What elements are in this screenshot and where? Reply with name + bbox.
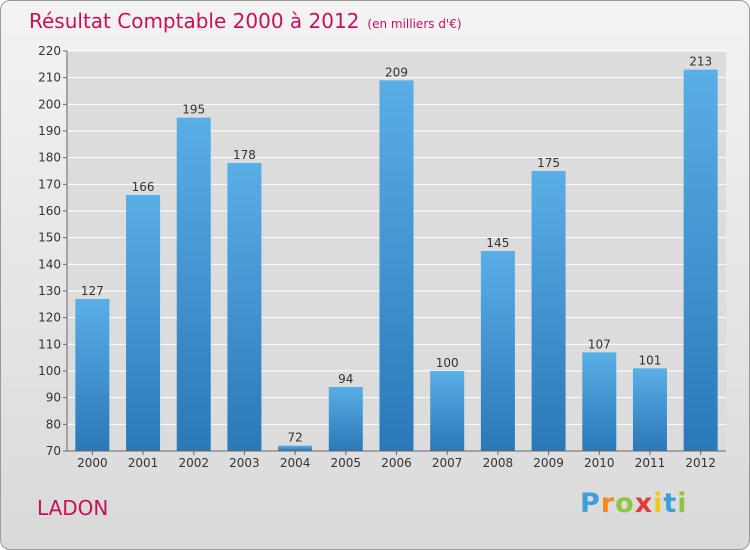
data-label: 100 bbox=[436, 356, 459, 370]
bar bbox=[683, 69, 718, 452]
y-tick-label: 130 bbox=[38, 284, 61, 298]
y-tick-label: 170 bbox=[38, 177, 61, 191]
y-tick-label: 160 bbox=[38, 204, 61, 218]
y-tick-label: 200 bbox=[38, 97, 61, 111]
y-tick-label: 110 bbox=[38, 337, 61, 351]
y-tick-label: 70 bbox=[46, 444, 61, 458]
data-label: 145 bbox=[486, 236, 509, 250]
bar bbox=[75, 299, 110, 451]
chart-title: Résultat Comptable 2000 à 2012 (en millie… bbox=[29, 9, 462, 33]
logo-letter: t bbox=[663, 488, 678, 519]
data-label: 213 bbox=[689, 55, 712, 69]
y-tick-label: 120 bbox=[38, 311, 61, 325]
proxiti-logo[interactable]: Proxiti bbox=[580, 488, 688, 519]
y-tick-label: 140 bbox=[38, 257, 61, 271]
x-axis: 2000 2001 2002 2003 2004 2005 2006 2007 2008 2009… bbox=[67, 450, 726, 470]
title-text: Résultat Comptable 2000 à 2012 bbox=[29, 9, 360, 33]
data-label: 166 bbox=[132, 180, 155, 194]
bar bbox=[632, 368, 667, 451]
x-tick-label: 2007 bbox=[432, 456, 463, 470]
bar bbox=[430, 371, 465, 451]
x-tick-label: 2002 bbox=[178, 456, 209, 470]
y-tick-label: 180 bbox=[38, 151, 61, 165]
logo-letter: r bbox=[600, 488, 616, 519]
x-tick-label: 2004 bbox=[280, 456, 311, 470]
y-tick-label: 210 bbox=[38, 71, 61, 85]
y-tick-label: 220 bbox=[38, 44, 61, 58]
logo-letter: i bbox=[677, 488, 688, 519]
bar bbox=[328, 387, 363, 451]
bar bbox=[480, 251, 515, 451]
x-tick-label: 2003 bbox=[229, 456, 260, 470]
bar bbox=[227, 163, 262, 451]
data-label: 178 bbox=[233, 148, 256, 162]
y-axis: 70 80 90 100 110 120 130 140 150 160 170 180 190 200 2… bbox=[38, 44, 68, 458]
data-label: 127 bbox=[81, 284, 104, 298]
logo-letter: x bbox=[634, 488, 654, 519]
x-tick-label: 2010 bbox=[584, 456, 615, 470]
x-tick-label: 2005 bbox=[331, 456, 362, 470]
data-label: 107 bbox=[588, 337, 611, 351]
data-label: 195 bbox=[182, 103, 205, 117]
data-label: 209 bbox=[385, 65, 408, 79]
x-tick-label: 2001 bbox=[128, 456, 159, 470]
logo-letter: P bbox=[580, 488, 601, 519]
x-tick-label: 2008 bbox=[483, 456, 514, 470]
y-tick-label: 80 bbox=[46, 417, 61, 431]
bar bbox=[278, 445, 313, 451]
y-tick-label: 190 bbox=[38, 124, 61, 138]
bars: 127 166 195 178 72 94 209 100 145 175 107 101 213 bbox=[75, 55, 718, 452]
bar bbox=[126, 195, 161, 451]
x-tick-label: 2000 bbox=[77, 456, 108, 470]
bar bbox=[379, 80, 414, 451]
commune-name: LADON bbox=[37, 496, 109, 520]
bar bbox=[582, 352, 617, 451]
y-tick-label: 150 bbox=[38, 231, 61, 245]
y-tick-label: 100 bbox=[38, 364, 61, 378]
logo-letter: i bbox=[653, 488, 664, 519]
chart-subtitle: (en milliers d'€) bbox=[367, 17, 462, 31]
x-tick-label: 2011 bbox=[635, 456, 666, 470]
x-tick-label: 2009 bbox=[533, 456, 564, 470]
bar bbox=[176, 117, 211, 452]
bar bbox=[531, 171, 566, 451]
y-tick-label: 90 bbox=[46, 391, 61, 405]
logo-letter: o bbox=[615, 488, 635, 519]
data-label: 72 bbox=[287, 431, 302, 445]
data-label: 175 bbox=[537, 156, 560, 170]
data-label: 101 bbox=[639, 353, 662, 367]
x-tick-label: 2006 bbox=[381, 456, 412, 470]
x-tick-label: 2012 bbox=[685, 456, 716, 470]
data-label: 94 bbox=[338, 372, 353, 386]
